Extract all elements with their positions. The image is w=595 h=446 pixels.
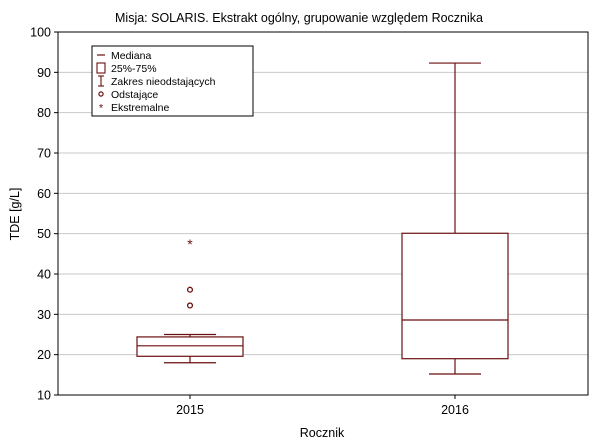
legend-label: 25%-75% <box>111 63 157 75</box>
legend-label: Odstające <box>111 89 158 101</box>
boxes: * <box>136 62 509 375</box>
axes: 10 20 30 40 50 60 70 80 90 100 2015 2016 <box>30 26 589 417</box>
y-tick-label: 20 <box>37 348 51 362</box>
legend-box <box>91 45 254 117</box>
y-tick-label: 30 <box>37 308 51 322</box>
y-tick-label: 90 <box>37 66 51 80</box>
legend-label: Zakres nieodstających <box>111 76 216 88</box>
chart-title: Misja: SOLARIS. Ekstrakt ogólny, grupowa… <box>115 11 483 25</box>
y-tick-label: 100 <box>30 26 51 40</box>
legend-label: Ekstremalne <box>111 102 170 114</box>
x-tick-label: 2016 <box>441 403 469 417</box>
y-axis-label: TDE [g/L] <box>8 188 22 241</box>
box-2016 <box>401 62 509 375</box>
legend-box-symbol <box>96 62 106 74</box>
outlier-point <box>186 286 194 293</box>
legend-outlier-symbol <box>98 91 104 97</box>
y-tick-label: 70 <box>37 147 51 161</box>
x-tick-label: 2015 <box>176 403 204 417</box>
legend-label: Mediana <box>111 50 151 62</box>
iqr-box <box>136 336 244 357</box>
y-tick-label: 60 <box>37 187 51 201</box>
y-tick-label: 40 <box>37 268 51 282</box>
legend-extreme-symbol: * <box>99 103 104 115</box>
plot-frame <box>57 31 589 396</box>
extreme-point: * <box>187 236 193 252</box>
iqr-box <box>401 232 509 360</box>
y-tick-label: 50 <box>37 227 51 241</box>
box-2015: * <box>136 236 244 364</box>
y-tick-label: 10 <box>37 389 51 403</box>
outlier-point <box>186 302 194 309</box>
y-tick-label: 80 <box>37 106 51 120</box>
x-axis-label: Rocznik <box>300 426 345 440</box>
